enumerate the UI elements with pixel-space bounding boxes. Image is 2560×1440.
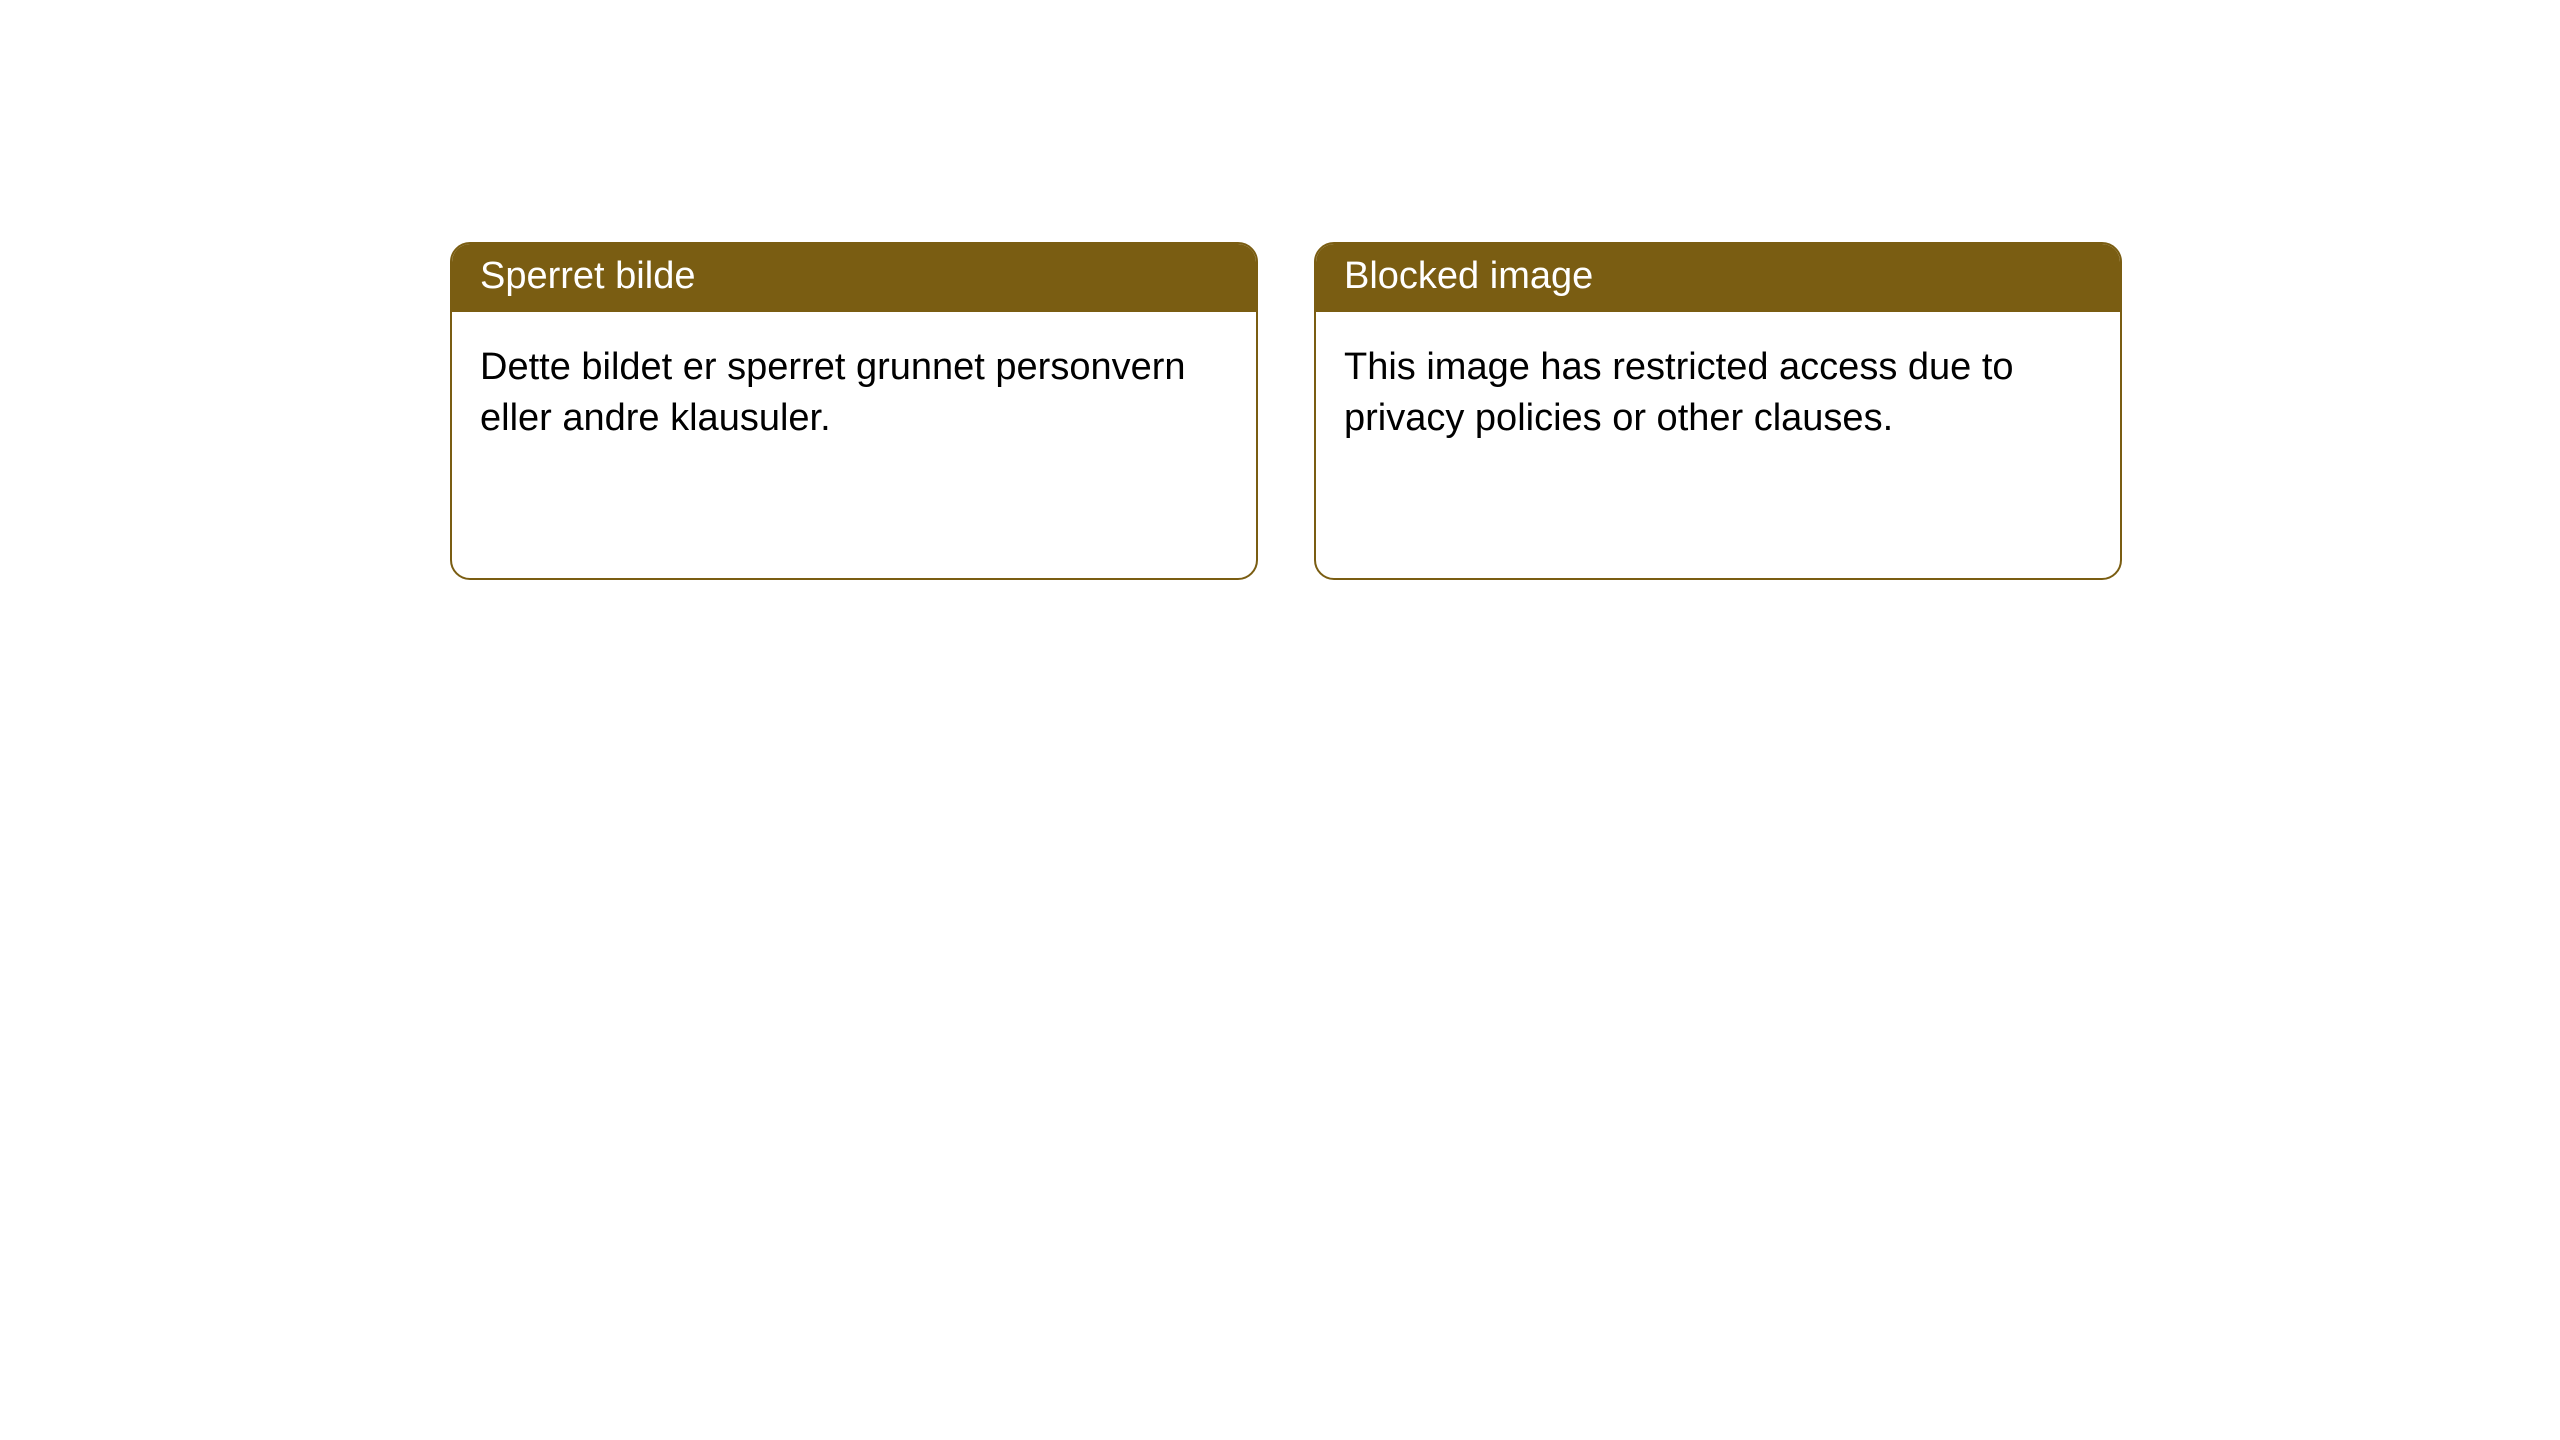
notice-title: Blocked image <box>1316 244 2120 312</box>
notice-title: Sperret bilde <box>452 244 1256 312</box>
notice-card-norwegian: Sperret bilde Dette bildet er sperret gr… <box>450 242 1258 580</box>
notice-body: Dette bildet er sperret grunnet personve… <box>452 312 1256 475</box>
notice-card-english: Blocked image This image has restricted … <box>1314 242 2122 580</box>
notice-body: This image has restricted access due to … <box>1316 312 2120 475</box>
notice-container: Sperret bilde Dette bildet er sperret gr… <box>450 242 2122 580</box>
